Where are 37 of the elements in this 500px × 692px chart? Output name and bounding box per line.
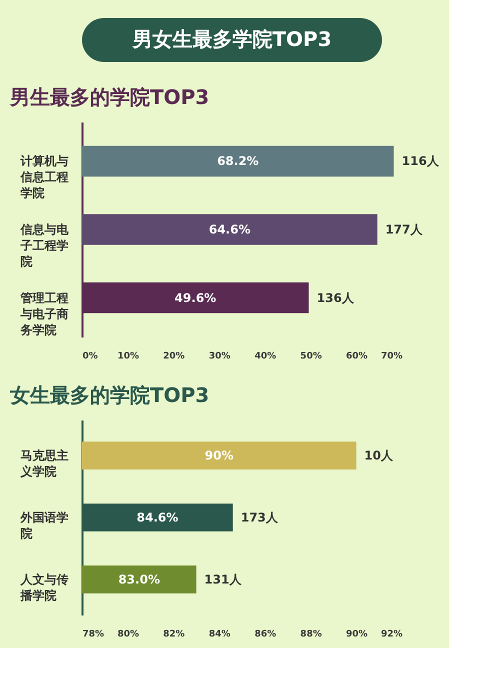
chart-subtitle: 男生最多的学院TOP3 [9, 85, 210, 109]
y-tick-label: 信息与电子工程学院 [20, 222, 70, 268]
y-tick-label: 计算机与信息工程学院 [20, 154, 68, 200]
x-tick-label: 86% [254, 630, 276, 640]
annotation: 136人 [316, 290, 355, 305]
annotation: 10人 [364, 448, 394, 463]
data-label: 84.6% [136, 510, 178, 524]
data-label: 68.2% [217, 154, 259, 168]
data-label: 49.6% [174, 290, 216, 305]
x-tick-label: 0% [82, 352, 98, 362]
x-tick-label: 30% [208, 352, 230, 362]
x-tick-label: 82% [163, 630, 185, 640]
data-label: 64.6% [208, 222, 250, 236]
x-tick-label: 70% [380, 352, 402, 362]
x-tick-label: 84% [208, 630, 230, 640]
data-label: 83.0% [118, 572, 160, 586]
x-tick-label: 90% [346, 630, 368, 640]
y-tick-label: 人文与传播学院 [20, 572, 68, 602]
x-tick-label: 92% [380, 630, 402, 640]
y-tick-label: 管理工程与电子商务学院 [20, 290, 68, 337]
x-tick-label: 40% [254, 352, 276, 362]
annotation: 173人 [240, 510, 279, 524]
x-tick-label: 60% [346, 352, 368, 362]
annotation: 177人 [385, 222, 424, 236]
chart-title: 女生最多的学院TOP3 [9, 383, 210, 407]
x-tick-label: 88% [300, 630, 322, 640]
data-label: 90% [204, 448, 234, 463]
x-tick-label: 78% [82, 630, 104, 640]
y-tick-label: 外国语学院 [20, 510, 68, 540]
chart-title: 男女生最多学院TOP3 [131, 27, 332, 51]
x-tick-label: 50% [300, 352, 322, 362]
x-tick-label: 20% [163, 352, 185, 362]
annotation: 116人 [402, 154, 440, 168]
annotation: 131人 [204, 572, 242, 586]
y-tick-label: 马克思主义学院 [20, 448, 68, 479]
x-tick-label: 80% [117, 630, 139, 640]
x-tick-label: 10% [117, 352, 139, 362]
